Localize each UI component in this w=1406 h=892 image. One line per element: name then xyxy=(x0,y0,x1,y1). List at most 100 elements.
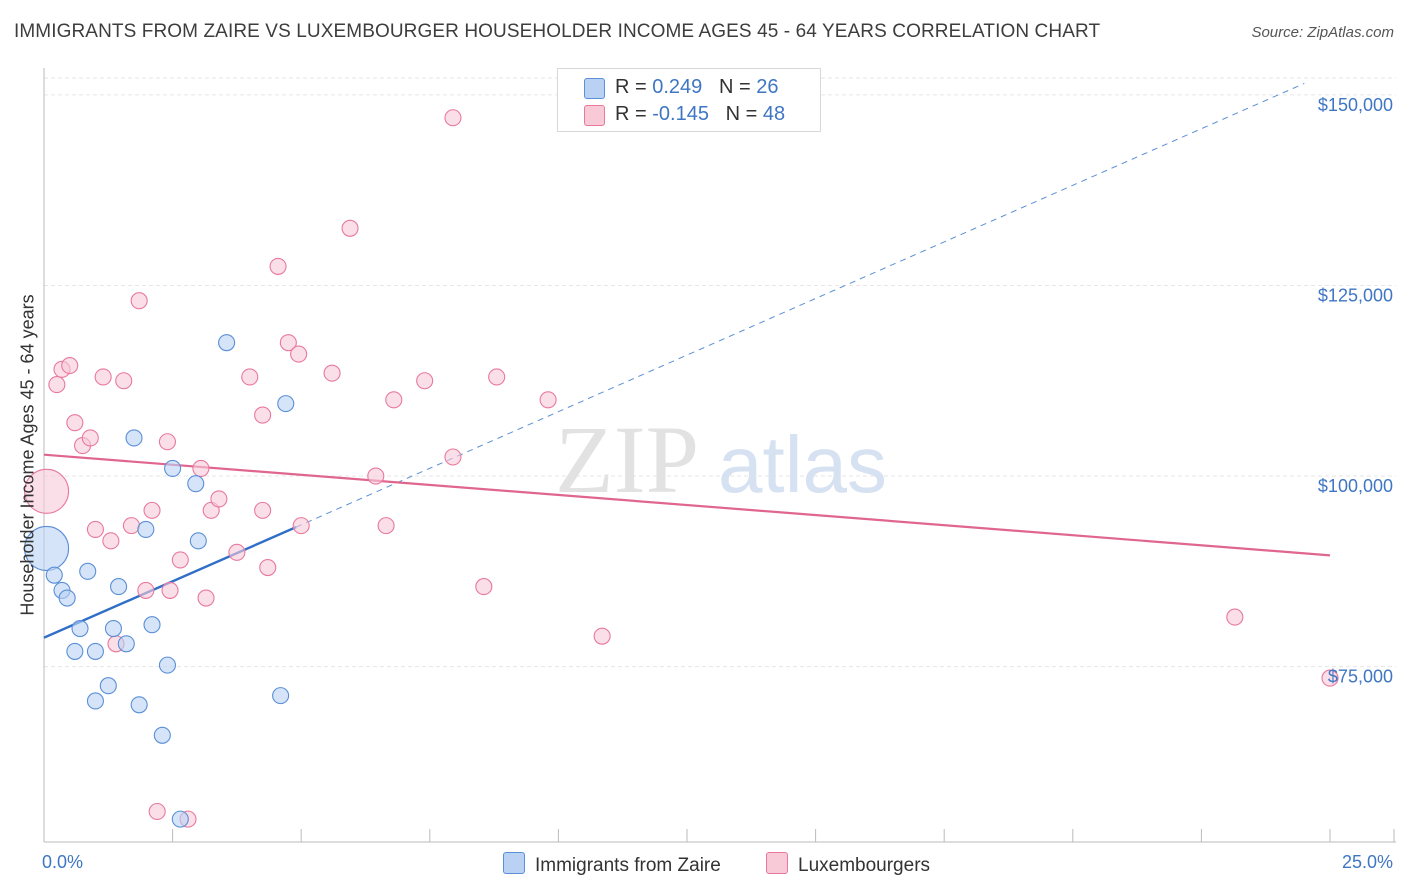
blue-point-17 xyxy=(153,726,171,744)
blue-point-9 xyxy=(99,677,117,695)
x-tick-max: 25.0% xyxy=(1341,852,1393,872)
blue-point-5 xyxy=(66,642,84,660)
pink-point-14 xyxy=(137,581,155,599)
blue-point-25 xyxy=(277,395,295,413)
pink-point-47 xyxy=(1321,669,1339,687)
pink-point-8 xyxy=(94,368,112,386)
pink-point-9 xyxy=(102,532,120,550)
pink-point-12 xyxy=(122,517,140,535)
blue-point-24 xyxy=(272,687,290,705)
pink-point-7 xyxy=(86,520,104,538)
blue-point-1 xyxy=(45,566,63,584)
chart-title: IMMIGRANTS FROM ZAIRE VS LUXEMBOURGER HO… xyxy=(14,21,1101,42)
source-label: Source: ZipAtlas.com xyxy=(1251,24,1394,41)
blue-point-13 xyxy=(125,429,143,447)
pink-n-value: 48 xyxy=(762,103,786,125)
pink-point-1 xyxy=(48,376,66,394)
pink-r-value: -0.145 xyxy=(652,103,709,125)
blue-point-23 xyxy=(218,334,236,352)
blue-point-14 xyxy=(130,696,148,714)
pink-point-44 xyxy=(539,391,557,409)
blue-point-19 xyxy=(164,459,182,477)
blue-point-7 xyxy=(86,642,104,660)
pink-point-38 xyxy=(385,391,403,409)
y-tick-label-0: $75,000 xyxy=(1328,667,1393,687)
blue-trend-dashed xyxy=(295,82,1305,528)
pink-point-15 xyxy=(143,501,161,519)
pink-point-25 xyxy=(228,543,246,561)
pink-point-21 xyxy=(192,459,210,477)
blue-n-value: 26 xyxy=(756,76,779,98)
pink-point-24 xyxy=(210,490,228,508)
blue-point-10 xyxy=(104,619,122,638)
pink-point-27 xyxy=(254,406,272,424)
bottom-legend-blue: Immigrants from Zaire xyxy=(503,852,721,876)
blue-swatch xyxy=(584,78,605,99)
pink-point-32 xyxy=(290,345,308,363)
blue-r-label: R = xyxy=(615,76,653,98)
blue-point-20 xyxy=(171,810,189,828)
y-tick-labels: $75,000 $100,000 $125,000 $150,000 xyxy=(1318,95,1393,687)
bottom-legend-pink: Luxembourgers xyxy=(766,852,930,876)
x-tick-min: 0.0% xyxy=(42,852,84,872)
pink-point-30 xyxy=(269,257,287,275)
blue-point-11 xyxy=(110,578,128,596)
pink-point-19 xyxy=(171,551,189,569)
y-tick-label-1: $100,000 xyxy=(1318,476,1393,496)
pink-point-43 xyxy=(488,368,506,386)
blue-point-3 xyxy=(58,589,76,607)
pink-point-36 xyxy=(367,467,385,485)
pink-point-46 xyxy=(1226,608,1244,626)
pink-point-26 xyxy=(241,368,259,386)
pink-point-41 xyxy=(444,109,462,127)
bottom-pink-swatch xyxy=(766,852,788,874)
pink-trend-line xyxy=(43,453,1331,557)
blue-point-22 xyxy=(189,532,207,550)
pink-point-13 xyxy=(130,292,148,310)
blue-point-16 xyxy=(143,616,161,634)
blue-point-15 xyxy=(137,520,155,538)
blue-point-8 xyxy=(86,692,104,710)
pink-point-31 xyxy=(279,334,297,352)
pink-point-11 xyxy=(115,372,133,390)
bottom-pink-label: Luxembourgers xyxy=(798,855,931,876)
pink-point-33 xyxy=(292,517,310,535)
pink-point-0 xyxy=(24,468,70,514)
pink-r-label: R = xyxy=(615,103,653,125)
bottom-blue-swatch xyxy=(503,852,525,874)
blue-point-18 xyxy=(158,656,177,674)
blue-point-21 xyxy=(187,475,205,493)
stats-legend: R = 0.249 N = 26 R = -0.145 N = 48 xyxy=(557,68,821,132)
pink-point-45 xyxy=(593,627,611,645)
bottom-blue-label: Immigrants from Zaire xyxy=(535,855,721,876)
blue-point-6 xyxy=(79,562,97,580)
pink-point-6 xyxy=(81,429,99,447)
pink-point-42 xyxy=(475,578,493,596)
pink-point-29 xyxy=(259,558,277,577)
blue-point-0 xyxy=(24,525,70,572)
pink-n-label: N = xyxy=(725,103,763,125)
data-points xyxy=(24,109,1339,828)
pink-point-39 xyxy=(416,372,434,390)
blue-r-value: 0.249 xyxy=(652,76,703,98)
watermark-zip: ZIP xyxy=(555,406,699,513)
pink-point-18 xyxy=(161,581,179,599)
pink-point-28 xyxy=(254,501,272,519)
y-tick-label-3: $150,000 xyxy=(1318,95,1393,115)
pink-point-16 xyxy=(148,802,166,821)
pink-swatch xyxy=(584,105,605,126)
pink-point-3 xyxy=(61,356,79,375)
watermark-atlas: atlas xyxy=(718,420,887,509)
pink-point-17 xyxy=(158,433,177,451)
pink-point-35 xyxy=(341,219,359,237)
blue-point-12 xyxy=(117,635,135,653)
pink-point-40 xyxy=(444,448,462,466)
blue-n-label: N = xyxy=(718,76,757,98)
pink-point-34 xyxy=(323,364,341,382)
blue-point-4 xyxy=(71,619,89,638)
pink-point-4 xyxy=(66,414,84,432)
pink-point-22 xyxy=(197,589,215,607)
y-axis-label: Householder Income Ages 45 - 64 years xyxy=(17,294,38,616)
y-tick-label-2: $125,000 xyxy=(1318,285,1393,305)
